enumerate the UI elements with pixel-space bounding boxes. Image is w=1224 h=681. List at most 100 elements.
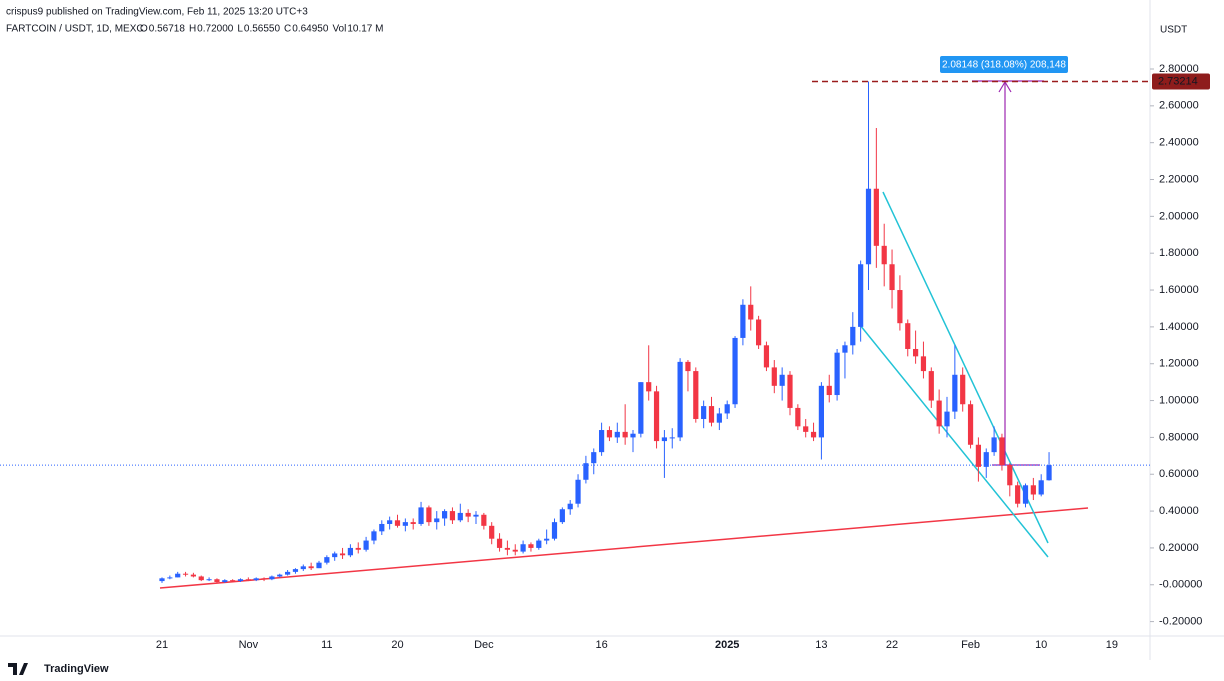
legend-key: H: [189, 24, 196, 35]
y-tick-label: 2.00000: [1159, 210, 1199, 222]
candle-body: [355, 547, 361, 550]
candle-body: [269, 576, 275, 580]
candle-body: [379, 523, 385, 532]
x-tick-label: 19: [1106, 639, 1118, 651]
candle-body: [638, 382, 644, 434]
candle-body: [230, 580, 236, 582]
candle-body: [465, 512, 471, 517]
x-tick-label: 11: [321, 639, 332, 651]
candle-body: [991, 437, 997, 453]
y-tick-label: 0.20000: [1159, 542, 1199, 554]
candle-body: [716, 413, 722, 423]
candle-body: [316, 562, 322, 569]
y-tick-label: 1.40000: [1159, 321, 1199, 333]
candle-body: [842, 345, 848, 353]
y-tick-label: -0.20000: [1159, 616, 1202, 628]
x-tick-label: 22: [886, 639, 898, 651]
candle-body: [544, 538, 550, 541]
candle-body: [332, 553, 338, 558]
candle-body: [167, 577, 173, 579]
candle-body: [708, 406, 715, 423]
candle-body: [285, 571, 291, 575]
brand-logo: [8, 663, 28, 675]
y-tick-label: 1.00000: [1159, 394, 1199, 406]
legend-key: C: [284, 24, 291, 35]
candle-body: [677, 361, 683, 438]
y-tick-label: -0.00000: [1159, 579, 1202, 591]
candle-body: [442, 511, 448, 519]
candle-body: [324, 557, 330, 563]
candle-body: [371, 531, 377, 541]
candle-body: [591, 452, 597, 464]
candle-body: [253, 578, 259, 581]
x-tick-label: 10: [1035, 639, 1047, 651]
candle-body: [865, 188, 872, 265]
candle-body: [685, 361, 691, 372]
candle-body: [920, 356, 927, 372]
candle-body: [701, 406, 707, 419]
brand: TradingView: [44, 663, 109, 675]
candle-body: [1007, 465, 1013, 486]
y-tick-label: 1.80000: [1159, 247, 1199, 259]
candle-body: [198, 576, 204, 581]
candle-body: [426, 507, 432, 523]
candle-body: [661, 437, 667, 442]
candle-body: [261, 578, 267, 580]
legend-value: 0.56550: [244, 24, 281, 35]
candle-body: [897, 290, 903, 324]
y-tick-label: 1.60000: [1159, 284, 1199, 296]
candle-body: [182, 573, 189, 575]
candle-body: [936, 400, 942, 427]
candle-body: [881, 245, 887, 265]
x-tick-label: 16: [595, 639, 607, 651]
candle-body: [622, 431, 628, 438]
target-price-box: [1152, 73, 1210, 90]
candle-body: [763, 345, 770, 368]
legend-value: 0.56718: [149, 24, 186, 35]
candle-body: [748, 304, 754, 320]
candle-body: [214, 579, 220, 582]
x-tick-label: Feb: [961, 639, 980, 651]
candle-body: [1022, 485, 1029, 504]
candle-body: [512, 549, 518, 552]
wedge-lower-line: [859, 324, 1049, 558]
candle-body: [449, 511, 456, 521]
candle-body: [1046, 465, 1052, 481]
candle-body: [473, 514, 479, 517]
candle-body: [913, 348, 919, 357]
candle-body: [1015, 485, 1021, 504]
candle-body: [410, 522, 416, 524]
candle-body: [559, 509, 565, 523]
candle-body: [756, 319, 762, 346]
candle-body: [1030, 485, 1036, 495]
candle-body: [740, 304, 746, 338]
candle-body: [803, 426, 809, 432]
candle-body: [551, 522, 558, 539]
candle-body: [457, 512, 463, 521]
candle-body: [999, 437, 1005, 466]
y-tick-label: 0.40000: [1159, 505, 1199, 517]
candle-body: [583, 463, 589, 480]
y-tick-label: 2.40000: [1159, 137, 1199, 149]
x-tick-label: Nov: [239, 639, 259, 651]
candle-body: [850, 326, 856, 346]
candle-body: [975, 444, 981, 467]
legend-key: O: [140, 24, 148, 35]
candle-body: [810, 431, 817, 438]
candle-body: [418, 507, 424, 524]
candle-body: [944, 411, 950, 427]
candle-body: [779, 374, 785, 386]
candle-body: [237, 579, 244, 582]
y-tick-label: 2.60000: [1159, 100, 1199, 112]
measure-label-box: [940, 56, 1068, 73]
candle-body: [175, 573, 181, 578]
candle-body: [960, 374, 966, 405]
candle-body: [489, 525, 495, 539]
unit-label: USDT: [1160, 25, 1187, 36]
candle-body: [732, 337, 738, 405]
x-tick-label: 21: [156, 639, 168, 651]
y-tick-label: 1.20000: [1159, 358, 1199, 370]
